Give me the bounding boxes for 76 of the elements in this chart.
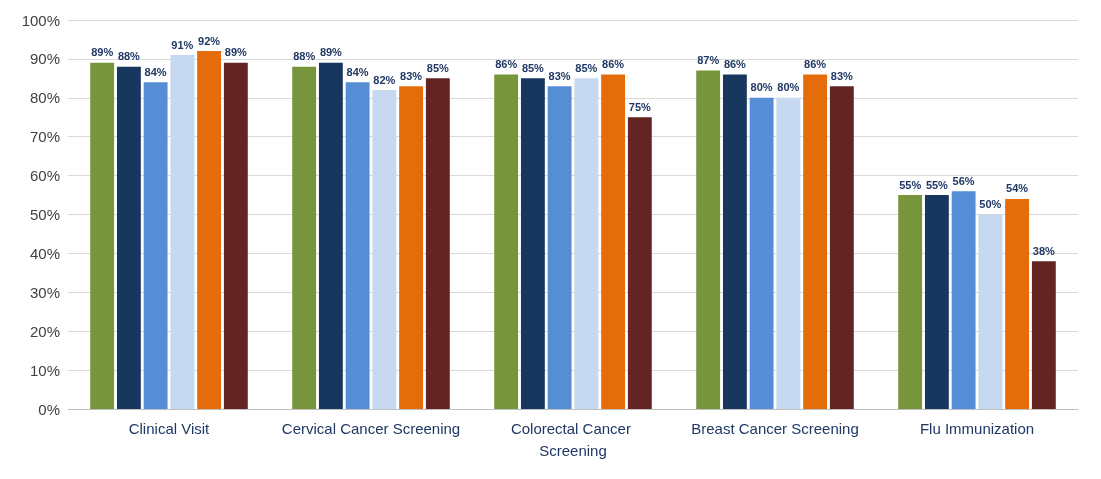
bar <box>898 195 923 409</box>
bar <box>494 74 519 409</box>
bar <box>1005 198 1030 409</box>
bar <box>197 51 222 409</box>
bar <box>318 62 343 409</box>
data-label: 50% <box>979 198 1002 210</box>
x-tick-label: Clinical Visit <box>128 419 211 437</box>
data-label: 87% <box>697 54 720 67</box>
data-label: 86% <box>602 57 625 70</box>
bar <box>924 195 949 409</box>
data-label: 84% <box>144 65 167 78</box>
data-label: 89% <box>224 46 248 59</box>
bar <box>372 90 397 409</box>
bar <box>803 74 828 409</box>
y-tick-label: 60% <box>29 167 60 185</box>
data-label: 89% <box>319 46 343 59</box>
data-label: 38% <box>1032 244 1056 257</box>
bar <box>520 78 545 409</box>
data-label: 84% <box>346 65 369 78</box>
y-tick-label: 70% <box>29 128 60 146</box>
data-label: 83% <box>400 69 423 82</box>
data-label: 86% <box>804 57 827 70</box>
bar <box>223 62 248 409</box>
bar <box>345 82 370 409</box>
x-tick-label: Colorectal Cancer Screening <box>510 419 636 459</box>
x-tick-label: Cervical Cancer Screening <box>281 419 461 437</box>
data-label: 54% <box>1006 182 1029 195</box>
data-label: 83% <box>830 69 854 82</box>
data-label: 82% <box>373 73 396 86</box>
data-label: 85% <box>575 61 598 74</box>
bar <box>627 117 652 409</box>
data-label: 75% <box>628 100 652 113</box>
bar <box>292 66 317 409</box>
bar <box>90 62 115 409</box>
y-tick-label: 90% <box>29 50 60 68</box>
bar <box>547 86 572 409</box>
data-label: 85% <box>521 61 545 74</box>
y-tick-label: 80% <box>29 89 60 107</box>
bar <box>574 78 599 409</box>
bar <box>696 70 721 409</box>
y-tick-label: 10% <box>29 361 60 379</box>
data-label: 83% <box>548 69 571 82</box>
bar <box>116 66 141 409</box>
x-tick-label: Flu Immunization <box>919 419 1035 437</box>
bar <box>749 97 774 409</box>
bar <box>722 74 747 409</box>
bar <box>170 55 195 409</box>
data-label: 86% <box>723 57 747 70</box>
bar <box>951 191 976 409</box>
y-tick-label: 0% <box>38 400 60 418</box>
y-tick-label: 30% <box>29 283 60 301</box>
data-label: 55% <box>925 178 949 191</box>
y-tick-label: 20% <box>29 322 60 340</box>
data-label: 80% <box>777 81 800 94</box>
data-label: 89% <box>91 46 114 59</box>
data-label: 92% <box>198 34 221 47</box>
data-label: 55% <box>899 178 922 191</box>
y-tick-label: 40% <box>29 244 60 262</box>
data-label: 86% <box>495 57 518 70</box>
bar <box>601 74 626 409</box>
data-label: 88% <box>117 50 141 63</box>
data-label: 91% <box>171 38 194 51</box>
x-tick-label: Breast Cancer Screening <box>691 419 859 437</box>
bar <box>978 214 1003 409</box>
data-label: 56% <box>952 174 975 187</box>
bar <box>425 78 450 409</box>
bar <box>776 97 801 409</box>
y-tick-label: 100% <box>21 11 60 29</box>
data-label: 88% <box>293 50 316 63</box>
bar <box>829 86 854 409</box>
data-label: 80% <box>750 81 773 94</box>
bar <box>1031 261 1056 409</box>
data-label: 85% <box>426 61 450 74</box>
bar <box>143 82 168 409</box>
y-tick-label: 50% <box>29 206 60 223</box>
bar <box>399 86 424 409</box>
